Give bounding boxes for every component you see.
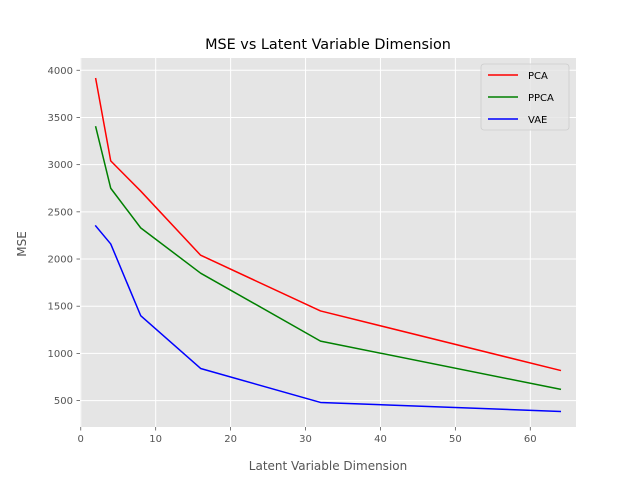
y-tick-label: 3500	[48, 113, 73, 124]
x-tick-label: 30	[299, 434, 312, 445]
y-tick-label: 4000	[48, 66, 73, 77]
y-tick-label: 2000	[48, 255, 73, 266]
y-axis: 500 1000 1500 2000 2500 3000 3500 4000	[48, 66, 80, 407]
x-tick-label: 20	[224, 434, 237, 445]
x-tick-label: 60	[524, 434, 537, 445]
x-tick-label: 10	[149, 434, 162, 445]
legend-label-vae: VAE	[528, 115, 547, 126]
legend-box	[480, 63, 570, 131]
y-tick-label: 1500	[48, 302, 73, 313]
legend: PCA PPCA VAE	[480, 63, 570, 131]
x-axis: 0 10 20 30 40 50 60	[78, 427, 537, 445]
series-line-ppca	[94, 125, 562, 391]
y-tick-label: 3000	[48, 160, 73, 171]
legend-label-ppca: PPCA	[528, 93, 554, 104]
series-line-pca	[94, 77, 562, 372]
x-tick-label: 0	[78, 434, 84, 445]
y-tick-label: 1000	[48, 349, 73, 360]
series-group	[94, 77, 562, 413]
legend-label-pca: PCA	[528, 71, 548, 82]
y-tick-label: 2500	[48, 207, 73, 218]
x-tick-label: 50	[449, 434, 462, 445]
chart-title: MSE vs Latent Variable Dimension	[205, 37, 451, 53]
grid-lines	[80, 58, 576, 427]
x-axis-label: Latent Variable Dimension	[249, 459, 407, 473]
y-tick-label: 500	[54, 396, 73, 407]
x-tick-label: 40	[374, 434, 387, 445]
y-axis-label: MSE	[15, 231, 29, 257]
series-line-vae	[94, 224, 562, 413]
